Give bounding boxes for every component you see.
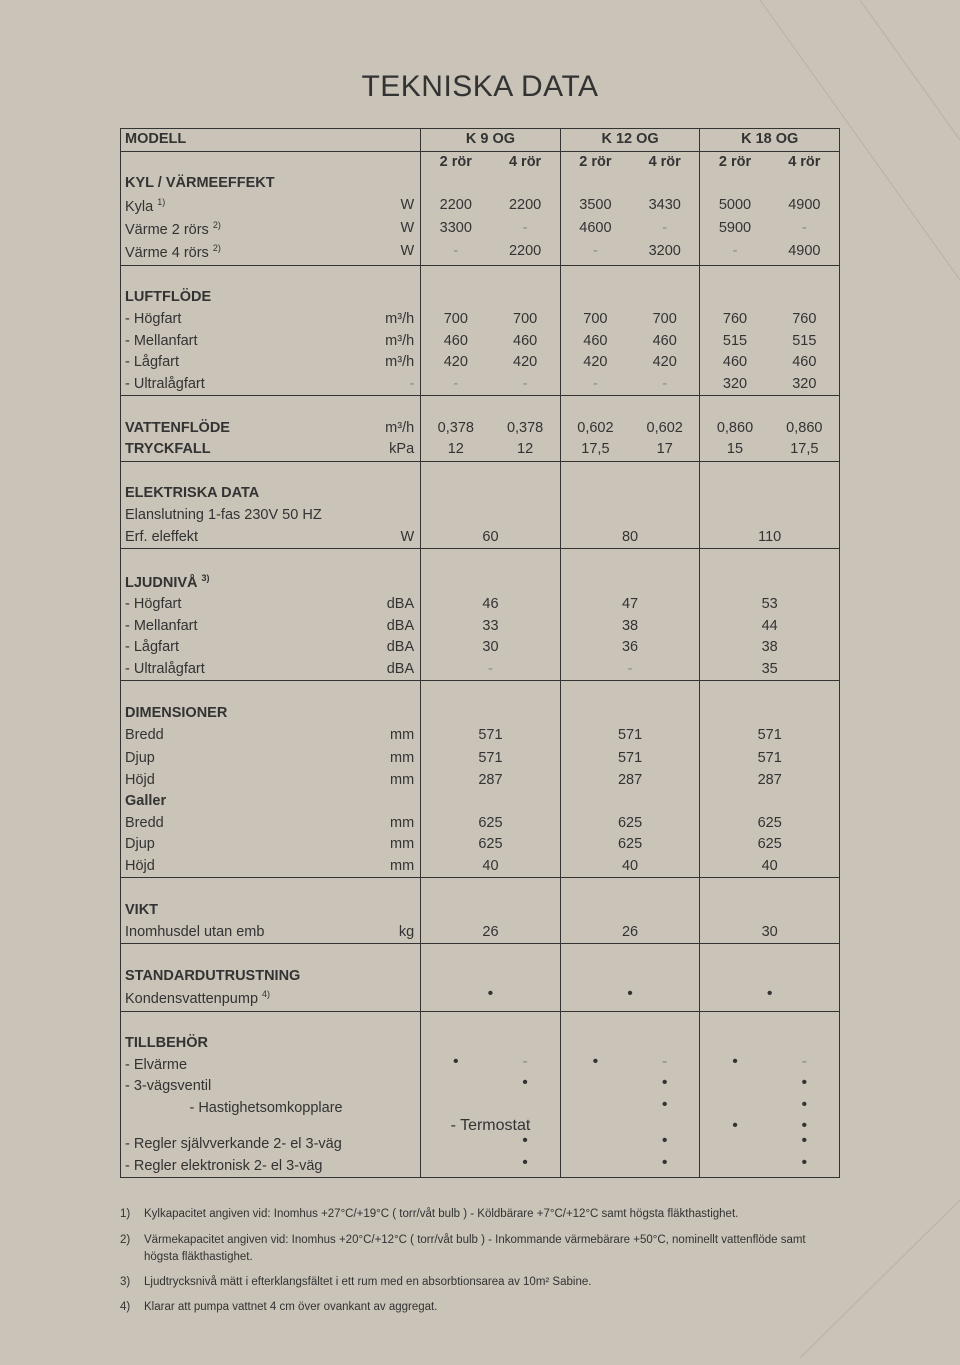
footnotes: 1)Kylkapacitet angiven vid: Inomhus +27°…	[120, 1206, 840, 1316]
spec-table: MODELL K 9 OG K 12 OG K 18 OG 2 rör4 rör…	[120, 128, 840, 1178]
page-title: TEKNISKA DATA	[120, 70, 840, 104]
footnote: 1)Kylkapacitet angiven vid: Inomhus +27°…	[120, 1206, 840, 1223]
footnote: 4)Klarar att pumpa vattnet 4 cm över ova…	[120, 1299, 840, 1316]
footnote: 2)Värmekapacitet angiven vid: Inomhus +2…	[120, 1232, 840, 1267]
footnote: 3)Ljudtrycksnivå mätt i efterklangsfälte…	[120, 1274, 840, 1291]
